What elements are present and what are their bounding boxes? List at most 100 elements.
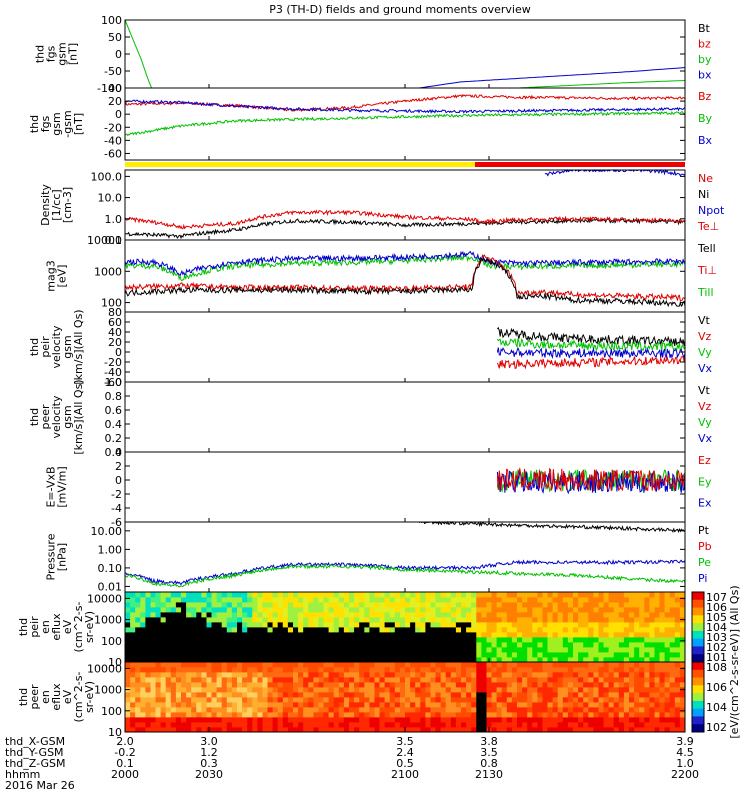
heatmap-cell xyxy=(532,647,538,653)
heatmap-cell xyxy=(567,682,574,688)
heatmap-cell xyxy=(598,622,604,628)
heatmap-cell xyxy=(410,647,416,653)
heatmap-cell xyxy=(231,667,238,673)
heatmap-cell xyxy=(231,687,238,693)
heatmap-cell xyxy=(654,712,660,718)
heatmap-cell xyxy=(557,602,564,608)
heatmap-cell xyxy=(298,642,304,648)
heatmap-cell xyxy=(517,657,523,663)
heatmap-cell xyxy=(562,652,569,658)
heatmap-cell xyxy=(323,702,329,708)
heatmap-cell xyxy=(277,682,284,688)
heatmap-cell xyxy=(277,722,284,728)
heatmap-cell xyxy=(461,637,467,643)
mode-bar-red xyxy=(475,162,685,167)
heatmap-cell xyxy=(338,597,345,603)
heatmap-cell xyxy=(247,607,253,613)
heatmap-cell xyxy=(532,657,538,663)
heatmap-cell xyxy=(435,592,441,598)
heatmap-cell xyxy=(481,612,487,618)
colorbar-swatch xyxy=(692,592,704,601)
heatmap-cell xyxy=(323,612,329,618)
heatmap-cell xyxy=(425,697,431,703)
heatmap-cell xyxy=(165,702,172,708)
footer-tick-label: 3.8 xyxy=(480,735,498,748)
heatmap-cell xyxy=(613,592,620,598)
heatmap-cell xyxy=(435,652,441,658)
heatmap-cell xyxy=(191,607,197,613)
heatmap-cell xyxy=(323,647,329,653)
heatmap-cell xyxy=(150,707,156,713)
heatmap-cell xyxy=(440,727,447,733)
heatmap-cell xyxy=(282,672,289,678)
heatmap-cell xyxy=(359,647,365,653)
heatmap-cell xyxy=(135,657,141,663)
heatmap-cell xyxy=(399,692,406,698)
heatmap-cell xyxy=(125,592,131,598)
heatmap-cell xyxy=(384,592,391,598)
heatmap-cell xyxy=(532,607,538,613)
heatmap-cell xyxy=(160,717,167,723)
heatmap-cell xyxy=(573,672,579,678)
heatmap-cell xyxy=(415,597,421,603)
heatmap-cell xyxy=(598,612,604,618)
heatmap-cell xyxy=(130,647,136,653)
heatmap-cell xyxy=(130,622,136,628)
heatmap-cell xyxy=(130,602,136,608)
heatmap-cell xyxy=(277,707,284,713)
heatmap-cell xyxy=(389,707,396,713)
heatmap-cell xyxy=(231,607,238,613)
heatmap-cell xyxy=(328,692,335,698)
heatmap-cell xyxy=(415,682,421,688)
heatmap-cell xyxy=(496,672,503,678)
heatmap-cell xyxy=(140,657,146,663)
heatmap-cell xyxy=(623,682,630,688)
heatmap-cell xyxy=(196,622,202,628)
heatmap-cell xyxy=(277,602,284,608)
heatmap-cell xyxy=(522,647,528,653)
heatmap-cell xyxy=(303,657,309,663)
heatmap-cell xyxy=(405,627,411,633)
heatmap-cell xyxy=(603,697,609,703)
heatmap-cell xyxy=(425,612,431,618)
heatmap-cell xyxy=(216,592,223,598)
heatmap-cell xyxy=(175,727,182,733)
heatmap-cell xyxy=(634,637,640,643)
heatmap-cell xyxy=(461,657,467,663)
heatmap-cell xyxy=(450,667,457,673)
heatmap-cell xyxy=(216,682,223,688)
heatmap-cell xyxy=(384,692,391,698)
heatmap-cell xyxy=(298,687,304,693)
heatmap-cell xyxy=(267,627,273,633)
heatmap-cell xyxy=(226,647,233,653)
heatmap-cell xyxy=(379,707,385,713)
heatmap-cell xyxy=(399,727,406,733)
heatmap-cell xyxy=(399,627,406,633)
heatmap-cell xyxy=(125,647,131,653)
heatmap-cell xyxy=(649,692,655,698)
heatmap-cell xyxy=(669,647,676,653)
heatmap-cell xyxy=(196,662,202,668)
heatmap-cell xyxy=(639,647,645,653)
heatmap-cell xyxy=(389,632,396,638)
heatmap-cell xyxy=(588,717,594,723)
heatmap-cell xyxy=(313,657,319,663)
heatmap-cell xyxy=(247,682,253,688)
heatmap-cell xyxy=(679,667,686,673)
heatmap-cell xyxy=(425,707,431,713)
heatmap-cell xyxy=(654,652,660,658)
heatmap-cell xyxy=(343,642,350,648)
heatmap-cell xyxy=(313,652,319,658)
heatmap-cell xyxy=(588,597,594,603)
heatmap-cell xyxy=(303,622,309,628)
heatmap-cell xyxy=(308,667,314,673)
heatmap-cell xyxy=(328,717,335,723)
heatmap-cell xyxy=(267,672,273,678)
heatmap-cell xyxy=(165,652,172,658)
heatmap-cell xyxy=(623,597,630,603)
heatmap-cell xyxy=(430,657,436,663)
heatmap-cell xyxy=(399,722,406,728)
heatmap-cell xyxy=(150,597,156,603)
heatmap-cell xyxy=(135,627,141,633)
heatmap-cell xyxy=(364,712,370,718)
